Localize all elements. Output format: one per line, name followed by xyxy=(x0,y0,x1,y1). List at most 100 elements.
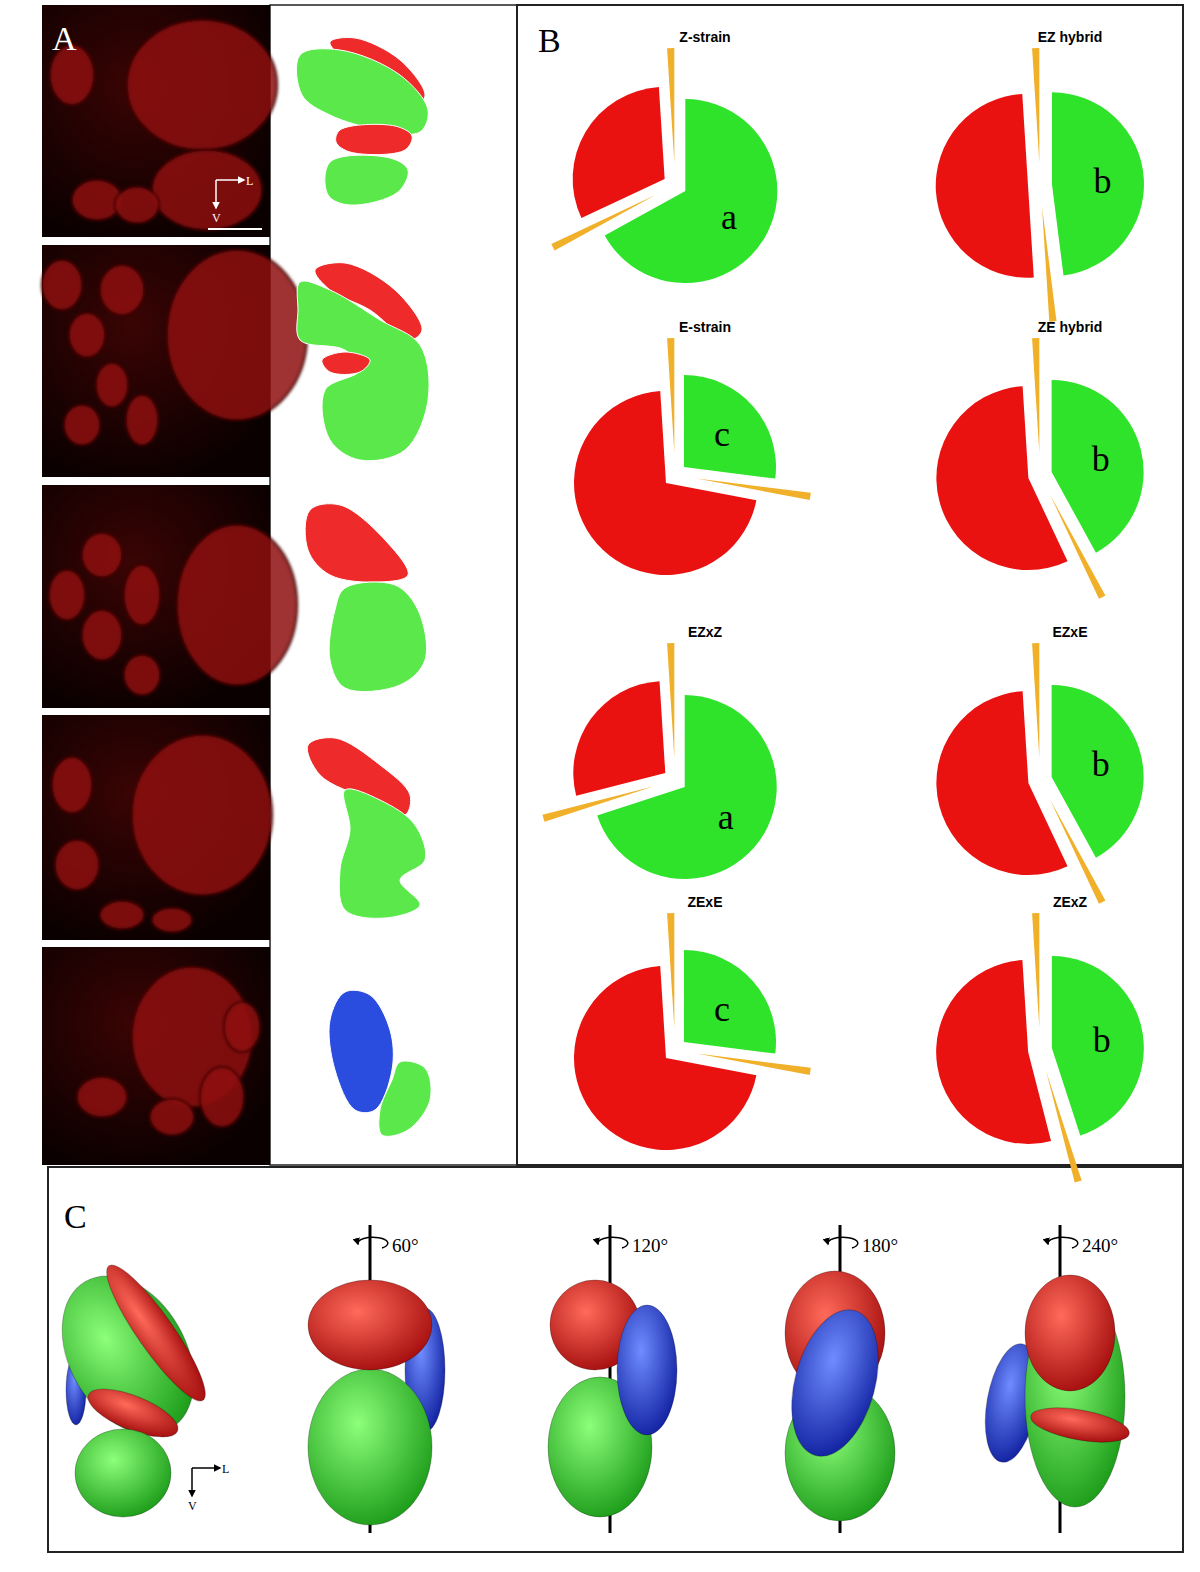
pie-chart: ZExE c xyxy=(574,894,811,1150)
pie-slice xyxy=(936,960,1051,1144)
pie-slice xyxy=(1032,338,1039,453)
figure: ALVBZ-strainaEZ hybridbE-straincZE hybri… xyxy=(0,0,1200,1572)
pie-slice xyxy=(1052,92,1144,275)
panel-c-frame xyxy=(48,1167,1183,1552)
pie-title: ZExZ xyxy=(1053,894,1088,910)
pie-slice xyxy=(667,338,674,453)
glomerulus-schematic xyxy=(305,504,408,582)
glomerulus-schematic xyxy=(329,582,427,692)
pie-slice xyxy=(684,375,776,479)
glomerulus-schematic xyxy=(336,124,413,154)
orientation-label: L xyxy=(222,1462,229,1476)
glomerulus xyxy=(64,405,100,445)
glomerulus-3d xyxy=(617,1305,677,1435)
glomerulus-3d xyxy=(1025,1275,1115,1391)
glomerulus xyxy=(49,570,85,620)
pie-slice xyxy=(574,391,756,575)
glomerulus xyxy=(132,735,272,895)
glomerulus-3d xyxy=(94,1256,218,1411)
panel-label: A xyxy=(52,20,77,57)
pie-title: Z-strain xyxy=(679,29,730,45)
glomerulus-schematic xyxy=(379,1061,431,1136)
micrograph xyxy=(42,245,307,477)
pie-slice xyxy=(684,950,776,1054)
glomerulus xyxy=(150,1099,194,1135)
glomerulus xyxy=(72,180,122,220)
pie-slice xyxy=(1032,913,1039,1028)
rotation-axis xyxy=(609,1225,612,1245)
glomerulus xyxy=(100,901,144,929)
glomerulus-schematic xyxy=(297,281,429,461)
glomerulus-3d xyxy=(1028,1402,1132,1449)
rotation-symbol xyxy=(358,1237,388,1248)
glomerulus xyxy=(152,150,262,230)
rendering xyxy=(35,1252,220,1517)
glomerulus-schematic xyxy=(322,352,370,374)
pie-slice xyxy=(1042,207,1056,322)
pie-title: EZxZ xyxy=(688,624,723,640)
pie-slice xyxy=(936,386,1067,570)
pie-chart: ZExZ b xyxy=(936,894,1144,1183)
micrograph xyxy=(42,485,297,708)
rotation-symbol xyxy=(1048,1237,1078,1248)
pie-annotation: c xyxy=(714,414,730,454)
rotation-axis xyxy=(369,1225,372,1245)
pie-title: EZ hybrid xyxy=(1038,29,1103,45)
glomerulus xyxy=(55,840,99,890)
scale-bar xyxy=(208,228,262,230)
pie-title: EZxE xyxy=(1052,624,1087,640)
pie-slice xyxy=(1046,1071,1082,1182)
glomerulus-3d xyxy=(75,1429,171,1517)
pie-slice xyxy=(667,913,674,1028)
rotation-axis xyxy=(1059,1225,1062,1245)
pie-chart: EZxE b xyxy=(936,624,1143,904)
pie-annotation: b xyxy=(1093,161,1111,201)
glomerulus xyxy=(177,525,297,685)
pie-title: E-strain xyxy=(679,319,731,335)
glomerulus xyxy=(127,20,277,150)
rendering: 240° xyxy=(977,1225,1132,1533)
pie-title: ZExE xyxy=(687,894,722,910)
glomerulus xyxy=(224,1002,260,1052)
pie-annotation: a xyxy=(721,197,737,237)
pie-chart: ZE hybridb xyxy=(936,319,1143,599)
rendering: 60° xyxy=(308,1225,445,1533)
glomerulus xyxy=(96,363,128,407)
pie-slice xyxy=(573,87,665,218)
pie-chart: E-strain c xyxy=(574,319,811,575)
rotation-symbol xyxy=(598,1237,628,1248)
pie-slice xyxy=(1032,643,1039,758)
pie-slice xyxy=(667,643,674,758)
glomerulus-schematic xyxy=(296,49,428,135)
glomerulus xyxy=(126,395,158,445)
glomerulus-3d xyxy=(308,1369,432,1525)
glomerulus xyxy=(152,908,192,932)
pie-annotation: c xyxy=(714,989,730,1029)
orientation-label: L xyxy=(246,174,253,188)
pie-title: ZE hybrid xyxy=(1038,319,1103,335)
panel-a-frame xyxy=(270,5,517,1165)
pie-slice xyxy=(573,681,665,796)
orientation-arrow xyxy=(192,1467,220,1469)
glomerulus xyxy=(115,187,159,223)
pie-annotation: a xyxy=(718,797,734,837)
glomerulus-schematic xyxy=(339,789,426,919)
panel-label: C xyxy=(64,1198,87,1235)
pie-chart: EZ hybrid b xyxy=(936,29,1144,322)
pie-slice xyxy=(936,94,1034,278)
glomerulus-3d xyxy=(308,1280,432,1370)
glomerulus-3d xyxy=(35,1252,220,1457)
glomerulus-3d xyxy=(777,1300,893,1466)
glomerulus xyxy=(124,655,160,695)
pie-slice xyxy=(667,48,674,163)
panel-label: B xyxy=(538,22,561,59)
orientation-arrow xyxy=(191,1468,193,1496)
glomerulus xyxy=(82,533,122,577)
panel-b-frame xyxy=(517,5,1183,1165)
pie-annotation: b xyxy=(1093,1020,1111,1060)
pie-annotation: b xyxy=(1092,744,1110,784)
rotation-label: 240° xyxy=(1082,1235,1118,1256)
glomerulus xyxy=(69,313,105,357)
pie-slice xyxy=(542,786,653,822)
pie-chart: Z-strain a xyxy=(551,29,777,283)
